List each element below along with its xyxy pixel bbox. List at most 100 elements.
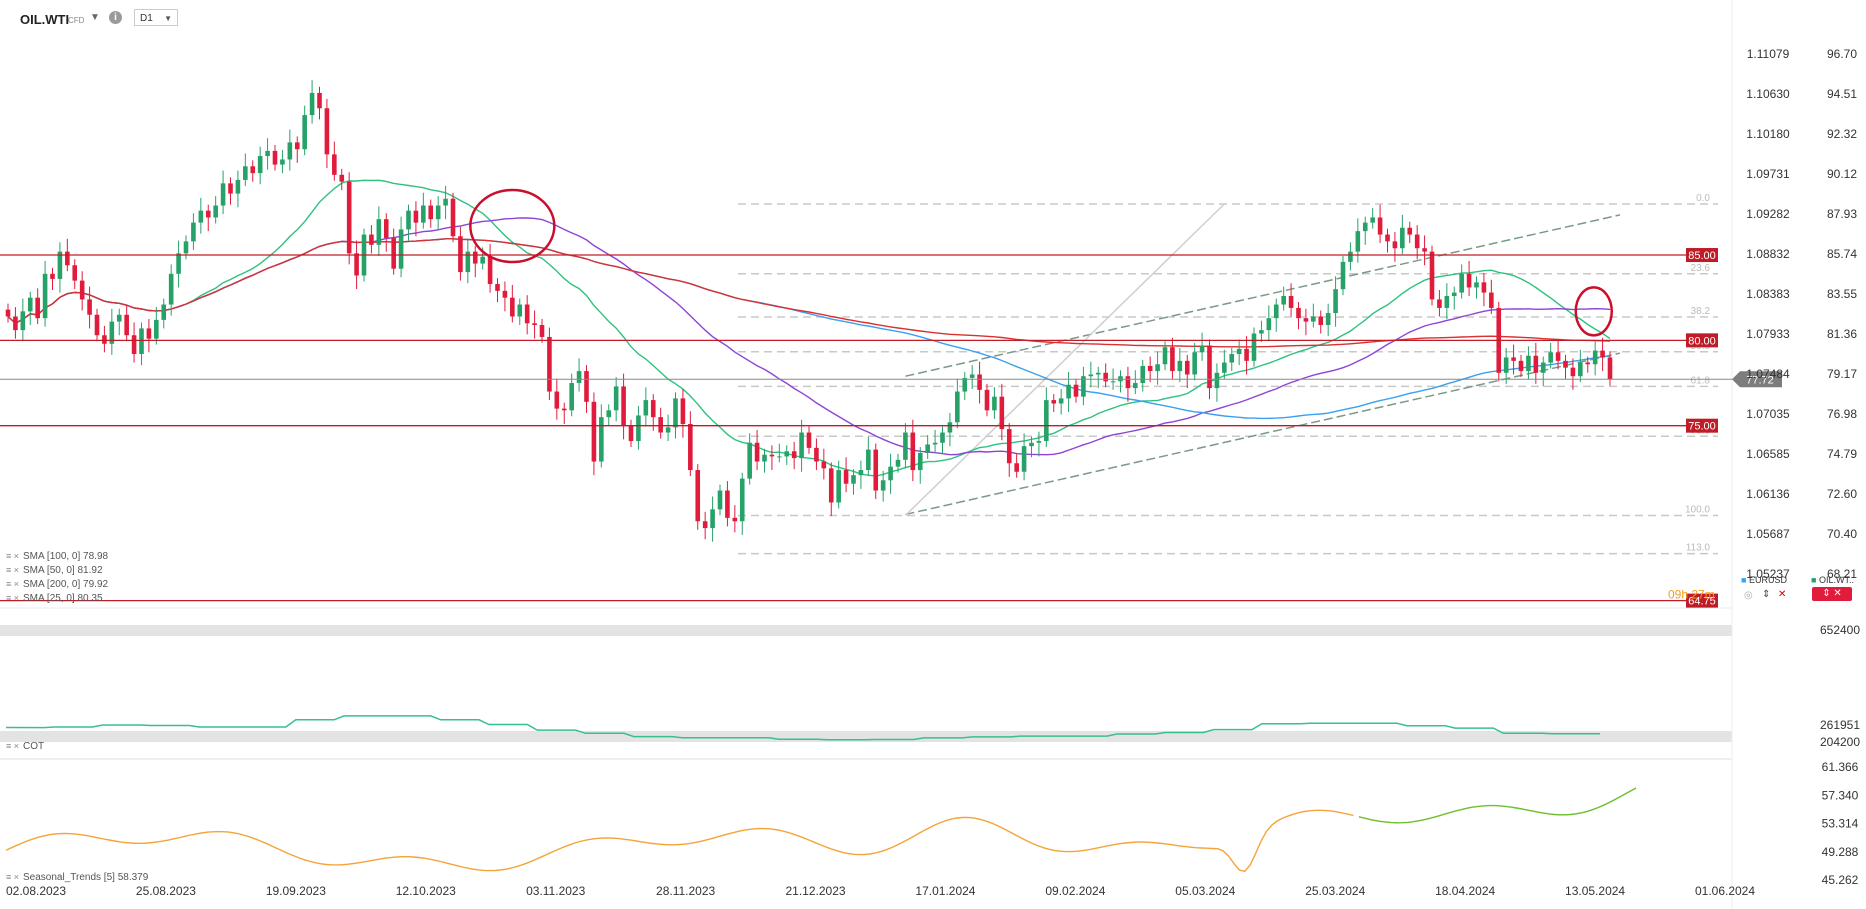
candle-body [843,470,849,484]
candle-body [502,290,508,298]
candle-body [1014,463,1019,472]
eye-icon[interactable]: ◎ [1744,590,1753,601]
reorder-icon[interactable]: ⇕ [1762,589,1771,600]
candle-body [317,92,322,109]
candle-body [569,383,574,411]
candle-body [524,304,530,324]
candle-body [1466,273,1472,288]
candle-body [50,273,55,279]
candle-body [20,311,26,331]
candle-body [1073,384,1079,397]
eurusd-tick-label: 1.11079 [1747,47,1790,61]
legend-sma50[interactable]: ≡ × SMA [50, 0] 81.92 [6,565,103,576]
candle-body [280,159,285,165]
candle-body [1229,354,1235,363]
candle-body [858,470,864,476]
symbol-dropdown-icon[interactable]: ▼ [90,12,100,23]
compare-legend-eurusd[interactable]: ■ EURUSD [1741,575,1787,585]
candle-body [1362,222,1368,232]
close-icon[interactable]: ✕ [1778,589,1787,600]
candle-body [1303,318,1309,322]
candle-body [235,179,241,194]
candle-body [1333,289,1338,314]
legend-menu-icon[interactable]: ≡ × [6,579,20,589]
price-tick-label: 76.98 [1827,407,1857,421]
info-icon[interactable]: i [109,11,122,24]
time-tick-label: 05.03.2024 [1175,884,1235,898]
legend-sma100[interactable]: ≡ × SMA [100, 0] 78.98 [6,551,108,562]
candle-body [1140,365,1146,384]
candle-body [673,398,678,428]
candle-body [458,236,463,273]
legend-menu-icon[interactable]: ≡ × [6,551,20,561]
candle-body [413,210,419,223]
candle-body [87,299,92,315]
price-level-badge [1686,333,1718,348]
candle-body [1511,357,1516,361]
legend-cot-label: COT [23,741,45,752]
legend-cot[interactable]: ≡ × COT [6,741,44,752]
candle-body [1125,376,1131,389]
remove-compare-button[interactable]: ⇕ ✕ [1812,587,1852,601]
time-tick-label: 12.10.2023 [396,884,456,898]
candle-body [836,470,841,503]
candle-body [806,432,812,448]
candle-body [257,156,263,174]
candle-body [228,183,233,194]
symbol-name[interactable]: OIL.WTI [20,12,70,27]
legend-menu-icon[interactable]: ≡ × [6,741,20,751]
candle-body [443,198,448,206]
candle-body [984,389,990,411]
candle-body [517,304,523,317]
candle-body [116,314,122,322]
seasonal-panel: 61.366 57.340 53.314 49.288 45.262 [5,760,1859,887]
candle-body [992,396,997,411]
legend-menu-icon[interactable]: ≡ × [6,872,20,882]
eurusd-tick-label: 1.06585 [1746,447,1790,461]
candle-body [27,297,33,312]
legend-sma200[interactable]: ≡ × SMA [200, 0] 79.92 [6,579,108,590]
time-tick-label: 18.04.2024 [1435,884,1495,898]
candle-body [369,234,374,245]
candle-body [650,400,656,418]
legend-sma50-label: SMA [50, 0] 81.92 [23,565,103,576]
sma-100-line [7,238,1611,420]
candle-body [1437,299,1442,308]
time-tick-label: 25.03.2024 [1305,884,1365,898]
candle-body [576,371,582,384]
seasonal-line-recent [1358,787,1637,824]
legend-menu-icon[interactable]: ≡ × [6,565,20,575]
candle-body [784,451,790,457]
candle-body [168,273,174,305]
legend-sma25[interactable]: ≡ × SMA [25, 0] 80.35 [6,593,103,604]
candle-body [421,205,426,223]
candle-body [1355,231,1361,252]
symbol-type-badge: CFD [68,16,85,25]
candle-body [636,415,641,442]
price-tick-label: 96.70 [1827,47,1857,61]
compare-legend-oil[interactable]: ■ OIL.WT.. [1811,575,1854,585]
candle-body [1451,292,1457,296]
fib-level-label: 100.0 [1685,504,1710,515]
candle-body [354,253,359,276]
candle-body [109,321,115,344]
sma-50-line [7,217,1611,456]
fib-level-label: 0.0 [1696,193,1710,204]
candle-body [265,150,270,157]
fib-level-label: 113.0 [1686,543,1711,554]
time-tick-label: 21.12.2023 [786,884,846,898]
legend-menu-icon[interactable]: ≡ × [6,593,20,603]
time-tick-label: 03.11.2023 [526,884,585,898]
candle-body [383,219,389,238]
candle-body [1051,400,1057,404]
legend-seasonal[interactable]: ≡ × Seasonal_Trends [5] 58.379 [6,872,148,883]
candle-body [1244,348,1249,361]
candle-body [821,461,827,469]
candle-body [1088,374,1094,377]
timeframe-select[interactable]: D1 ▼ [134,9,178,26]
eurusd-tick-label: 1.06136 [1746,487,1790,501]
candle-body [302,115,307,150]
time-tick-label: 17.01.2024 [915,884,975,898]
candle-body [1214,372,1220,389]
